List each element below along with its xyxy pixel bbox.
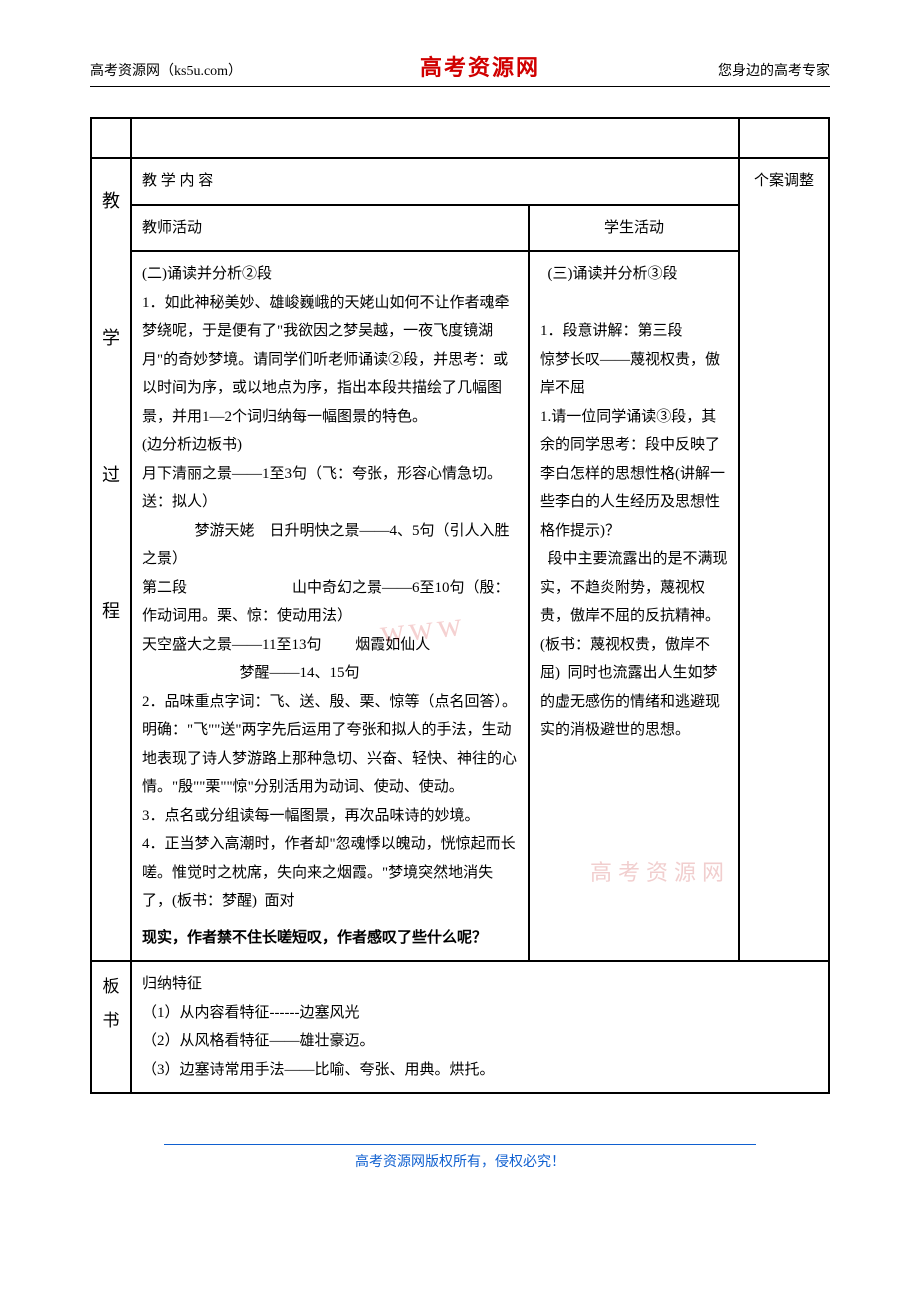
header-center-logo: 高考资源网 <box>420 50 540 82</box>
page: 高考资源网（ks5u.com） 高考资源网 您身边的高考专家 www 高考资源网… <box>0 0 920 1201</box>
side-char: 程 <box>102 601 120 621</box>
content-title-cell: 教 学 内 容 <box>131 158 739 205</box>
adjust-label: 个案调整 <box>754 173 814 189</box>
teacher-text-bold: 现实，作者禁不住长嗟短叹，作者感叹了些什么呢？ <box>142 924 518 953</box>
board-char: 书 <box>103 1011 120 1030</box>
board-side-label: 板 书 <box>102 970 120 1038</box>
student-header: 学生活动 <box>529 205 739 252</box>
teacher-content-cell: (二)诵读并分析②段 1．如此神秘美妙、雄峻巍峨的天姥山如何不让作者魂牵梦绕呢，… <box>131 251 529 961</box>
teacher-text: (二)诵读并分析②段 1．如此神秘美妙、雄峻巍峨的天姥山如何不让作者魂牵梦绕呢，… <box>142 260 518 916</box>
spacer-cell <box>739 118 829 158</box>
student-text: (三)诵读并分析③段 1．段意讲解：第三段 惊梦长叹——蔑视权贵，傲岸不屈 1.… <box>540 260 728 745</box>
lesson-table: 教 学 过 程 教 学 内 容 个案调整 教师活动 学生活动 (二)诵读并分析②… <box>90 117 830 1094</box>
spacer-cell <box>131 118 739 158</box>
page-header: 高考资源网（ks5u.com） 高考资源网 您身边的高考专家 <box>90 50 830 87</box>
content-row: (二)诵读并分析②段 1．如此神秘美妙、雄峻巍峨的天姥山如何不让作者魂牵梦绕呢，… <box>91 251 829 961</box>
side-label-cell: 教 学 过 程 <box>91 158 131 961</box>
content-title: 教 学 内 容 <box>142 173 213 189</box>
title-row: 教 学 过 程 教 学 内 容 个案调整 <box>91 158 829 205</box>
header-left: 高考资源网（ks5u.com） <box>90 60 242 80</box>
side-char: 过 <box>102 465 120 485</box>
board-row: 板 书 归纳特征 （1）从内容看特征------边塞风光 （2）从风格看特征——… <box>91 961 829 1093</box>
page-footer: 高考资源网版权所有，侵权必究！ <box>164 1144 756 1171</box>
side-char: 教 <box>102 191 120 211</box>
student-content-cell: (三)诵读并分析③段 1．段意讲解：第三段 惊梦长叹——蔑视权贵，傲岸不屈 1.… <box>529 251 739 961</box>
side-char: 学 <box>102 328 120 348</box>
side-label: 教 学 过 程 <box>102 167 120 646</box>
header-right: 您身边的高考专家 <box>718 60 830 80</box>
adjust-cell: 个案调整 <box>739 158 829 961</box>
sub-header-row: 教师活动 学生活动 <box>91 205 829 252</box>
teacher-header: 教师活动 <box>131 205 529 252</box>
spacer-row <box>91 118 829 158</box>
board-text: 归纳特征 （1）从内容看特征------边塞风光 （2）从风格看特征——雄壮豪迈… <box>142 970 818 1084</box>
spacer-cell <box>91 118 131 158</box>
board-content-cell: 归纳特征 （1）从内容看特征------边塞风光 （2）从风格看特征——雄壮豪迈… <box>131 961 829 1093</box>
board-char: 板 <box>103 977 120 996</box>
board-side-cell: 板 书 <box>91 961 131 1093</box>
